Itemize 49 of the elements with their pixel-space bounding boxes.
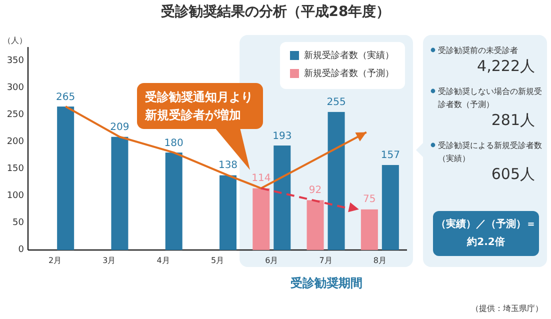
bar	[165, 152, 182, 250]
y-tick-label: 250	[6, 108, 24, 121]
bar	[274, 146, 291, 250]
data-label: 92	[308, 185, 323, 196]
text: 605人	[491, 165, 535, 184]
data-label: 157	[380, 150, 401, 161]
y-tick-label: 300	[6, 82, 24, 94]
data-label: 209	[109, 122, 130, 133]
bar	[306, 200, 324, 250]
annotation: 受診勧奨通知月より新規受診者が増加	[145, 89, 254, 124]
data-label: 180	[163, 138, 184, 149]
data-label: 138	[217, 160, 239, 172]
text: 281人	[491, 111, 535, 130]
y-tick-label: 100	[6, 190, 24, 202]
text: 受診勧奨前の未受診者	[438, 45, 519, 57]
legend-label: 新規受診者数（実績）	[304, 50, 394, 62]
bar	[382, 165, 399, 250]
y-tick-label: 150	[6, 162, 24, 175]
data-label: 255	[326, 96, 347, 108]
legend-label: 新規受診者数（予測）	[304, 68, 394, 80]
bar	[57, 106, 74, 250]
x-tick-label: 7月	[318, 255, 334, 266]
x-tick-label: 3月	[102, 255, 117, 266]
bar	[252, 188, 270, 250]
x-tick-label: 5月	[210, 255, 226, 266]
y-tick-label: 0	[18, 244, 24, 256]
y-tick-label: 50	[12, 216, 24, 229]
x-tick-label: 2月	[48, 255, 63, 266]
x-tick-label: 4月	[156, 255, 171, 266]
band-label: 受診勧奨期間	[289, 275, 364, 292]
data-label: 114	[250, 173, 272, 184]
y-axis-title: （人）	[3, 35, 27, 46]
data-label: 75	[362, 194, 377, 206]
data-label: 265	[55, 92, 76, 103]
y-tick-label: 200	[6, 136, 24, 148]
x-tick-label: 6月	[264, 255, 280, 266]
bar	[328, 112, 345, 250]
data-label: 193	[272, 130, 293, 142]
x-tick-label: 8月	[372, 255, 388, 266]
bar	[220, 175, 236, 250]
chart-title: 受診勧奨結果の分析（平成28年度）	[160, 3, 392, 21]
text: （提供：埼玉県庁）	[471, 303, 543, 314]
text: 4,222人	[477, 57, 535, 76]
text: （実績）／（予測）＝約2.2倍	[436, 217, 536, 250]
bar	[360, 209, 378, 250]
text: 受診勧奨しない場合の新規受診者数（予測）	[438, 86, 543, 111]
text: 受診勧奨による新規受診者数（実績）	[438, 140, 543, 165]
bar	[111, 136, 128, 250]
y-tick-label: 350	[6, 54, 24, 67]
